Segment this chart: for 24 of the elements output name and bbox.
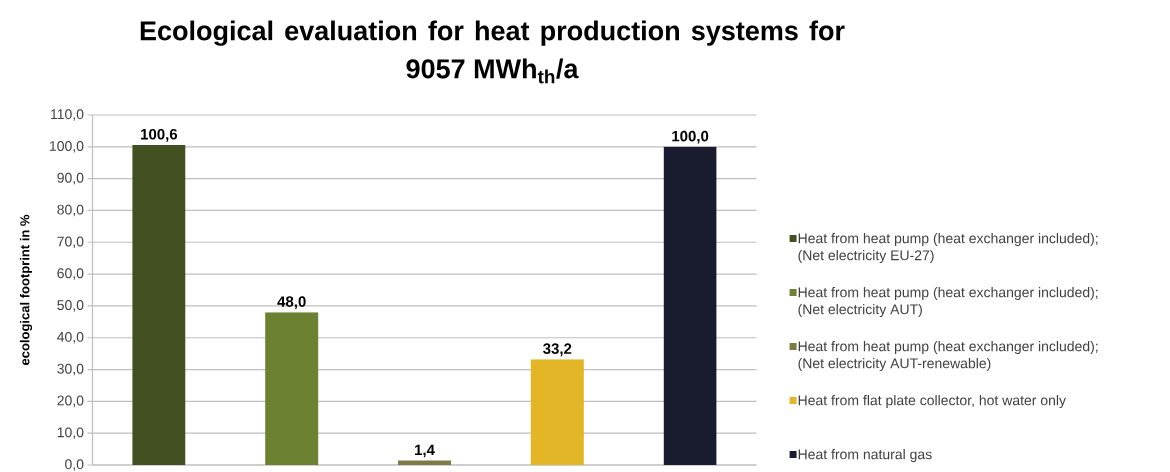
y-tick-label: 80,0 <box>57 204 84 217</box>
y-axis-title: ecological footprint in % <box>19 214 33 365</box>
y-tick-label: 30,0 <box>57 363 84 376</box>
data-label: 33,2 <box>543 343 572 357</box>
legend-label: Heat from natural gas <box>798 449 932 463</box>
data-label: 48,0 <box>277 296 306 310</box>
legend-label: Heat from flat plate collector, hot water only <box>798 395 1066 409</box>
data-label: 1,4 <box>415 444 435 458</box>
y-tick-label: 90,0 <box>57 172 84 185</box>
legend-label: Heat from heat pump (heat exchanger included); (Net electricity AUT-renewable) <box>798 341 1098 372</box>
y-tick-label: 70,0 <box>57 236 84 249</box>
y-tick-label: 50,0 <box>57 300 84 312</box>
y-tick-label: 100,0 <box>50 141 84 153</box>
legend-label: Heat from heat pump (heat exchanger included); (Net electricity AUT) <box>798 287 1098 318</box>
y-tick-label: 10,0 <box>57 427 84 439</box>
data-label: 100,0 <box>672 130 709 144</box>
y-tick-label: 0,0 <box>65 459 84 471</box>
chart-title: Ecological evaluation for heat production systems for 9057 MWh$_{th}$/a <box>140 20 845 84</box>
legend-label: Heat from heat pump (heat exchanger included); (Net electricity EU-27) <box>798 233 1098 264</box>
data-label: 100,6 <box>141 128 178 142</box>
y-tick-label: 20,0 <box>57 395 84 408</box>
y-tick-label: 110,0 <box>51 109 84 121</box>
y-tick-label: 40,0 <box>57 331 84 344</box>
y-tick-label: 60,0 <box>57 268 84 280</box>
